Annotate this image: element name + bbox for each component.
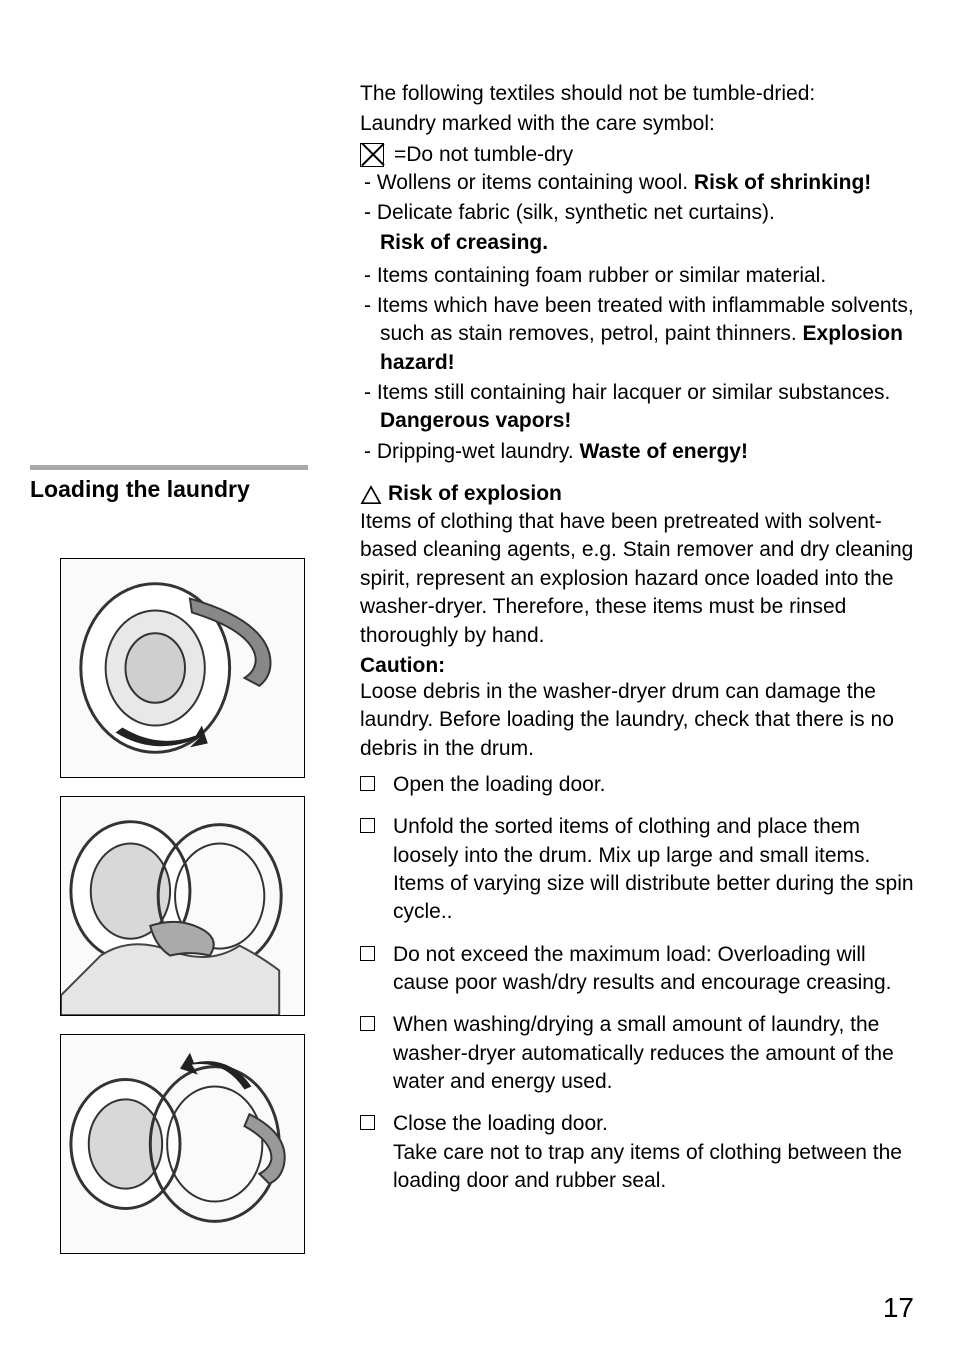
step-0-text: Open the loading door. [393, 771, 606, 799]
step-2: Do not exceed the maximum load: Overload… [360, 941, 924, 998]
bullet-5-text: - Dripping-wet laundry. [364, 440, 580, 463]
bullet-1-bold: Risk of creasing. [360, 229, 924, 257]
symbol-label: =Do not tumble-dry [394, 143, 573, 167]
step-0: Open the loading door. [360, 771, 924, 799]
bullet-0-text: - Wollens or items containing wool. [364, 171, 694, 194]
bullet-4-bold: Dangerous vapors! [380, 409, 571, 432]
step-3-text: When washing/drying a small amount of la… [393, 1011, 924, 1096]
left-column: Loading the laundry [30, 80, 350, 1314]
bullet-5: - Dripping-wet laundry. Waste of energy! [360, 438, 924, 466]
page-container: Loading the laundry [0, 0, 954, 1354]
bullet-1: - Delicate fabric (silk, synthetic net c… [360, 199, 924, 227]
warning-title: Risk of explosion [388, 482, 562, 506]
illustration-load-laundry [60, 796, 305, 1016]
step-1: Unfold the sorted items of clothing and … [360, 813, 924, 926]
content-columns: Loading the laundry [30, 80, 924, 1314]
bullet-2: - Items containing foam rubber or simila… [360, 262, 924, 290]
checkbox-icon [360, 1115, 375, 1130]
step-4: Close the loading door. Take care not to… [360, 1110, 924, 1195]
checkbox-icon [360, 776, 375, 791]
checkbox-icon [360, 946, 375, 961]
bullet-4: - Items still containing hair lacquer or… [360, 379, 924, 436]
step-3: When washing/drying a small amount of la… [360, 1011, 924, 1096]
caution-body: Loose debris in the washer-dryer drum ca… [360, 678, 924, 763]
intro-line-1: The following textiles should not be tum… [360, 80, 924, 108]
symbol-row: =Do not tumble-dry [360, 143, 924, 167]
warning-body: Items of clothing that have been pretrea… [360, 508, 924, 650]
illustration-close-door [60, 1034, 305, 1254]
bullet-5-bold: Waste of energy! [580, 440, 748, 463]
bullet-0: - Wollens or items containing wool. Risk… [360, 169, 924, 197]
illustration-open-door [60, 558, 305, 778]
section-divider [30, 465, 308, 470]
no-tumble-dry-icon [360, 143, 384, 167]
bullet-2-text: - Items containing foam rubber or simila… [364, 264, 826, 287]
checkbox-icon [360, 1016, 375, 1031]
step-4-text: Close the loading door. Take care not to… [393, 1110, 924, 1195]
warning-heading: Risk of explosion [360, 482, 924, 506]
bullet-1-text: - Delicate fabric (silk, synthetic net c… [364, 201, 775, 224]
bullet-3: - Items which have been treated with inf… [360, 292, 924, 377]
bullet-0-bold: Risk of shrinking! [694, 171, 871, 194]
bullet-4-text: - Items still containing hair lacquer or… [364, 381, 890, 404]
page-number: 17 [883, 1292, 914, 1324]
section-title: Loading the laundry [30, 476, 325, 503]
warning-triangle-icon [360, 485, 382, 505]
intro-line-2: Laundry marked with the care symbol: [360, 110, 924, 138]
checkbox-icon [360, 818, 375, 833]
step-1-text: Unfold the sorted items of clothing and … [393, 813, 924, 926]
right-column: The following textiles should not be tum… [350, 80, 924, 1314]
caution-title: Caution: [360, 654, 924, 678]
step-2-text: Do not exceed the maximum load: Overload… [393, 941, 924, 998]
